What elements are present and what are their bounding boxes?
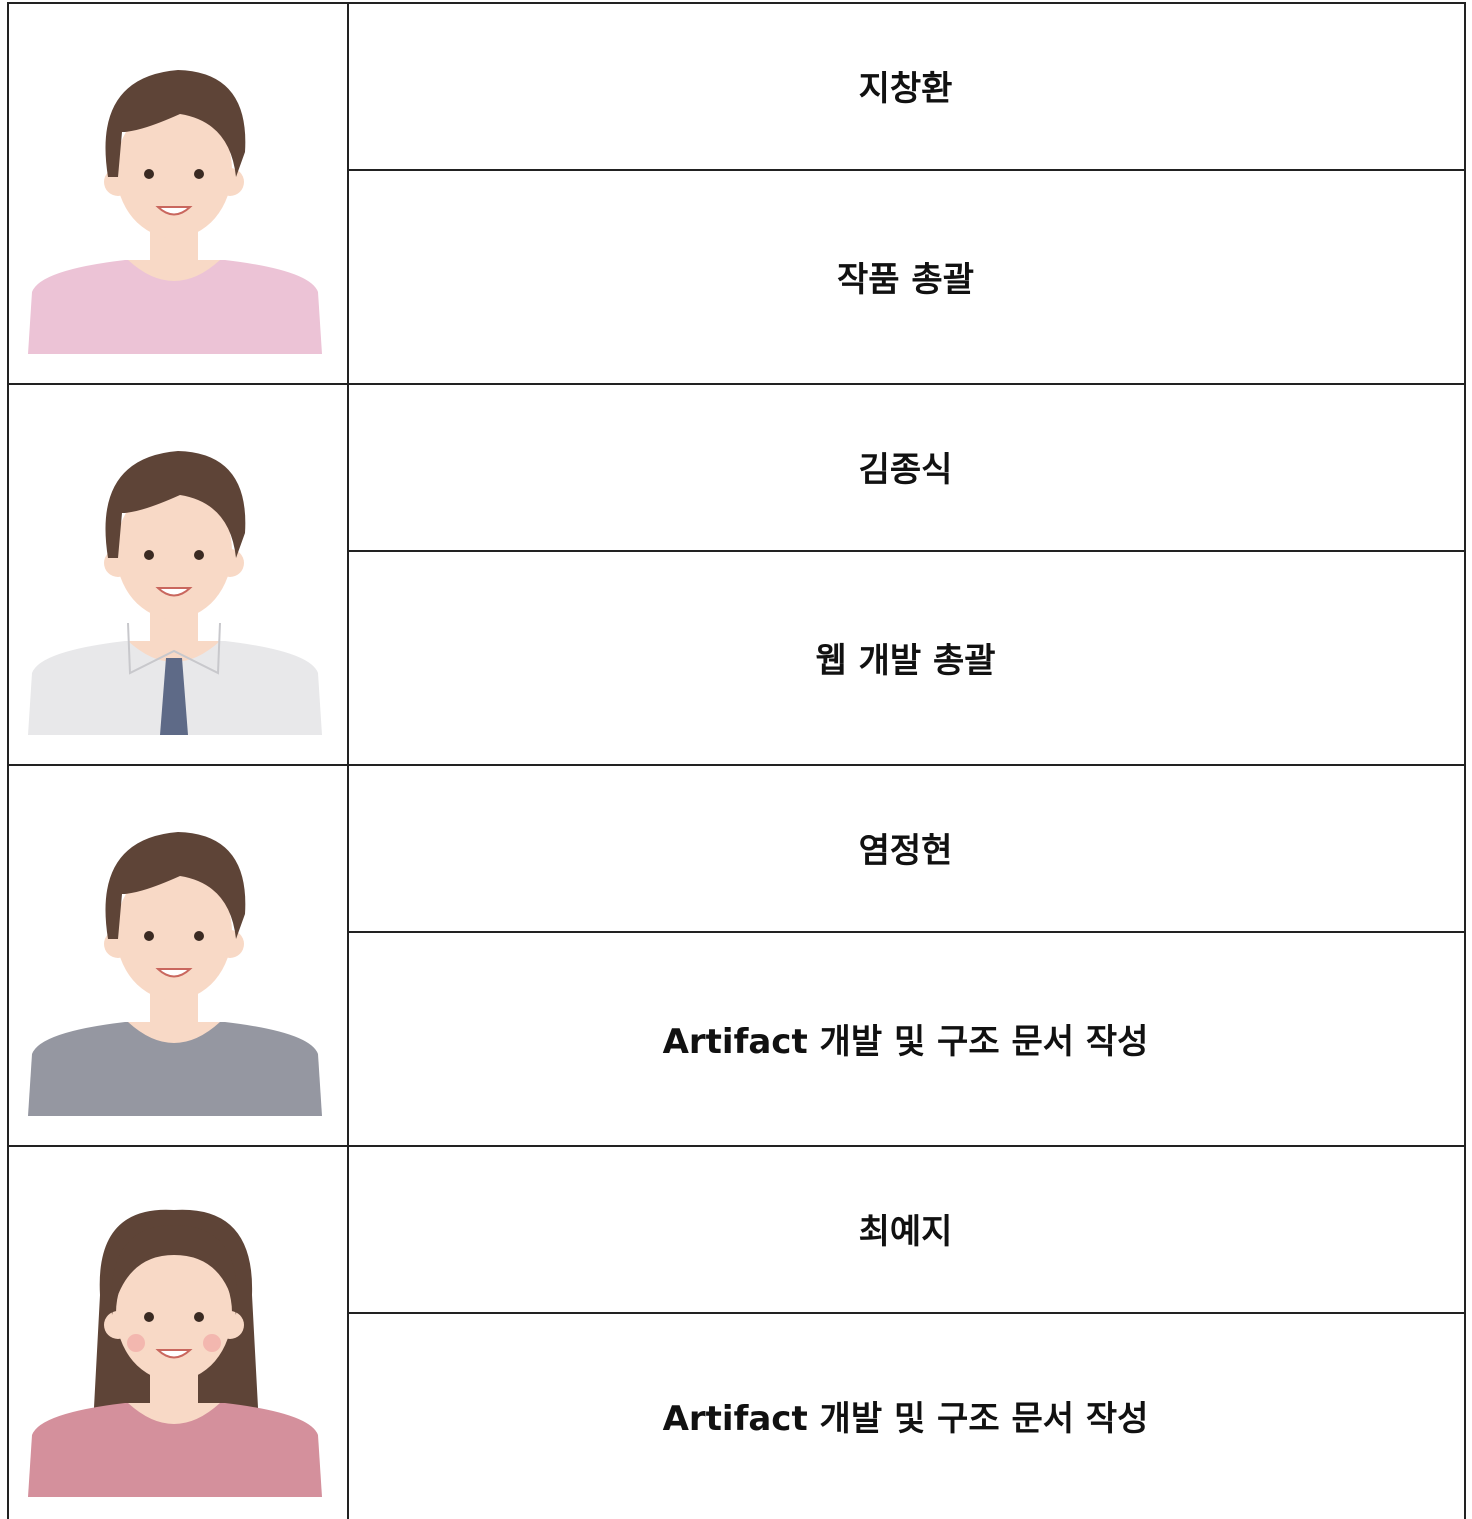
eye — [144, 1312, 154, 1322]
hair — [105, 70, 246, 177]
neckline — [128, 1022, 220, 1043]
row-border — [7, 764, 1466, 766]
member-role: Artifact 개발 및 구조 문서 작성 — [662, 1399, 1149, 1439]
blush — [127, 1334, 145, 1352]
sub-border — [347, 550, 1466, 552]
row-border — [7, 2, 1466, 4]
eye — [194, 169, 204, 179]
avatar — [28, 1209, 322, 1497]
member-role: Artifact 개발 및 구조 문서 작성 — [662, 1021, 1149, 1062]
member-name: 김종식 — [858, 450, 953, 490]
face — [116, 1245, 232, 1381]
sub-border — [347, 169, 1466, 171]
eye — [194, 550, 204, 560]
smile — [155, 1349, 193, 1359]
eye — [194, 931, 204, 941]
avatar — [28, 70, 322, 354]
eye — [144, 169, 154, 179]
col-border — [1464, 2, 1466, 1519]
face — [116, 102, 232, 238]
member-role: 웹 개발 총괄 — [815, 640, 996, 681]
face — [116, 864, 232, 1000]
row-border — [7, 383, 1466, 385]
smile — [155, 968, 193, 978]
tie — [160, 658, 188, 735]
member-role: 작품 총괄 — [837, 259, 974, 300]
hair — [111, 1225, 238, 1315]
shirt — [28, 1022, 322, 1116]
col-border — [7, 2, 9, 1519]
avatar — [28, 832, 322, 1116]
eye — [144, 931, 154, 941]
row-border — [7, 1145, 1466, 1147]
blush — [203, 1334, 221, 1352]
col-border — [347, 2, 349, 1519]
member-name: 최예지 — [858, 1212, 953, 1252]
smile — [155, 206, 193, 216]
eye — [144, 550, 154, 560]
collar — [127, 622, 221, 675]
neckline — [128, 1403, 220, 1424]
avatar — [28, 451, 322, 735]
hair — [105, 832, 246, 939]
shirt — [28, 260, 322, 354]
face — [116, 483, 232, 619]
smile — [155, 587, 193, 597]
shirt — [28, 1403, 322, 1497]
eye — [194, 1312, 204, 1322]
neckline — [128, 260, 220, 281]
sub-border — [347, 931, 1466, 933]
hair — [105, 451, 246, 558]
sub-border — [347, 1312, 1466, 1314]
member-name: 지창환 — [858, 69, 953, 109]
member-name: 염정현 — [858, 831, 953, 871]
